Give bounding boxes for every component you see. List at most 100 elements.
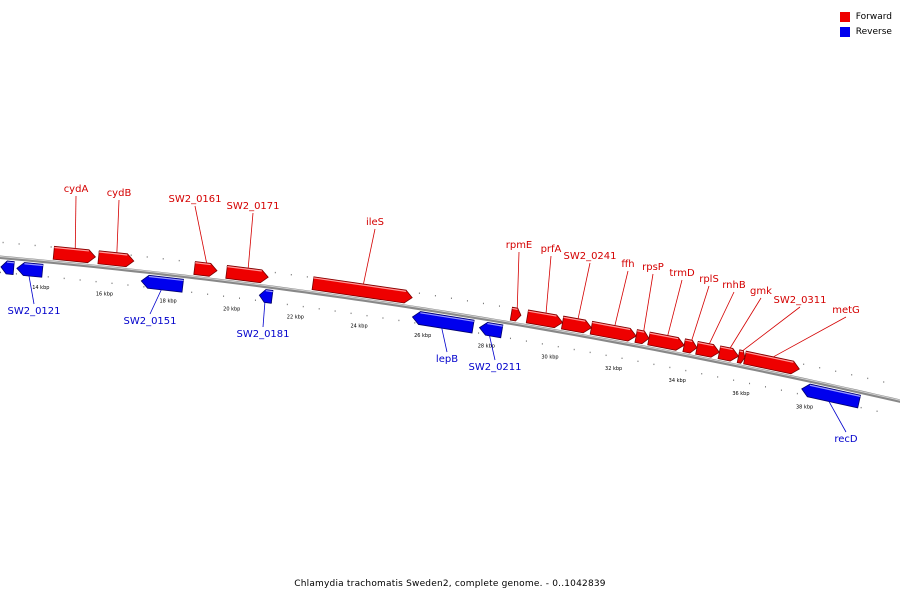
lower-tick — [366, 314, 368, 317]
gene-arrow-metG[interactable] — [743, 350, 800, 375]
gene-label-ileS[interactable]: ileS — [366, 217, 384, 228]
gene-arrow-prfA[interactable] — [525, 309, 564, 329]
legend-reverse: Reverse — [839, 24, 892, 39]
gene-arrow-lepB[interactable] — [411, 311, 475, 334]
gene-label-leader — [74, 195, 77, 249]
kbp-label: 20 kbp — [223, 306, 240, 312]
gene-label-leader — [441, 328, 448, 353]
lower-tick — [525, 340, 527, 342]
gene-arrow-cydA[interactable] — [52, 245, 96, 264]
gene-label-ffh[interactable]: ffh — [621, 259, 634, 270]
lower-tick — [207, 293, 209, 295]
gene-label-lepB[interactable]: lepB — [436, 354, 458, 365]
reverse-swatch — [839, 26, 850, 37]
upper-tick — [883, 381, 885, 383]
lower-tick — [605, 354, 607, 357]
kbp-label: 22 kbp — [287, 315, 304, 321]
lower-tick — [796, 392, 798, 395]
gene-arrow-ileS[interactable] — [311, 276, 413, 304]
lower-tick — [95, 280, 97, 283]
gene-label-prfA[interactable]: prfA — [541, 244, 562, 255]
gene-arrow-SW2_0311[interactable] — [736, 349, 746, 364]
lower-tick — [0, 271, 1, 274]
gene-label-leader — [828, 401, 847, 433]
gene-label-leader — [262, 302, 266, 328]
upper-tick — [2, 241, 4, 244]
kbp-label: 24 kbp — [350, 324, 367, 330]
kbp-label: 30 kbp — [541, 354, 558, 360]
gene-label-metG[interactable]: metG — [832, 305, 860, 316]
lower-tick — [876, 410, 878, 412]
lower-tick — [79, 279, 81, 281]
gene-label-leader — [709, 291, 735, 344]
lower-tick — [191, 291, 193, 294]
lower-tick — [557, 345, 559, 348]
lower-tick — [318, 308, 320, 310]
gene-arrow-SW2_0211[interactable] — [478, 321, 504, 339]
gene-arrow-SW2_0171[interactable] — [225, 264, 269, 284]
gene-label-leader — [742, 306, 801, 351]
lower-tick — [701, 373, 703, 375]
gene-label-leader — [545, 255, 552, 314]
lower-tick — [573, 348, 575, 351]
upper-tick — [482, 302, 484, 305]
map-caption: Chlamydia trachomatis Sweden2, complete … — [294, 579, 606, 589]
gene-label-rpsP[interactable]: rpsP — [642, 262, 664, 273]
lower-tick — [286, 303, 288, 306]
lower-tick — [541, 343, 543, 345]
gene-arrow-SW2_0181[interactable] — [258, 289, 274, 304]
gene-arrow-rnhB[interactable] — [695, 340, 720, 358]
upper-tick — [274, 271, 276, 274]
gene-label-SW2_0241[interactable]: SW2_0241 — [563, 251, 616, 262]
gene-label-SW2_0171[interactable]: SW2_0171 — [226, 201, 279, 212]
gene-label-leader — [667, 279, 683, 336]
lower-tick — [669, 366, 671, 369]
gene-label-trmD[interactable]: trmD — [669, 268, 695, 279]
gene-label-leader — [773, 316, 847, 358]
lower-tick — [717, 376, 719, 378]
gene-highlight — [697, 342, 714, 347]
gene-arrow-SW2_0121[interactable] — [16, 262, 44, 278]
gene-arrow-rpsP[interactable] — [634, 329, 650, 345]
gene-label-SW2_0311[interactable]: SW2_0311 — [773, 295, 826, 306]
gene-label-rnhB[interactable]: rnhB — [722, 280, 746, 291]
legend: Forward Reverse — [839, 9, 892, 39]
gene-arrow-trmD[interactable] — [647, 331, 685, 351]
gene-label-SW2_0211[interactable]: SW2_0211 — [468, 362, 521, 373]
gene-label-SW2_0121[interactable]: SW2_0121 — [7, 306, 60, 317]
gene-arrow-ffh[interactable] — [589, 320, 637, 342]
gene-label-leader — [643, 273, 654, 331]
gene-label-rplS[interactable]: rplS — [699, 274, 719, 285]
gene-label-leader — [149, 289, 162, 315]
gene-label-gmk[interactable]: gmk — [750, 286, 772, 297]
lower-tick — [414, 322, 416, 324]
gene-label-leader — [516, 251, 520, 309]
gene-label-leader — [577, 262, 591, 319]
gene-arrow-gmk[interactable] — [717, 345, 740, 362]
gene-arrow-recD[interactable] — [801, 383, 862, 409]
gene-arrow-rplS[interactable] — [682, 338, 698, 354]
genome-backbone-highlight — [0, 256, 900, 401]
gene-label-SW2_0181[interactable]: SW2_0181 — [236, 329, 289, 340]
gene-label-cydA[interactable]: cydA — [64, 184, 89, 195]
gene-arrow-unnamed[interactable] — [0, 260, 15, 275]
gene-arrow-SW2_0161[interactable] — [193, 261, 218, 277]
lower-tick — [685, 369, 687, 372]
gene-arrow-SW2_0241[interactable] — [560, 315, 592, 334]
gene-highlight — [195, 262, 211, 266]
gene-highlight — [528, 310, 557, 317]
kbp-label: 14 kbp — [32, 285, 49, 291]
gene-highlight — [637, 330, 645, 333]
gene-label-cydB[interactable]: cydB — [107, 188, 132, 199]
gene-label-SW2_0161[interactable]: SW2_0161 — [168, 194, 221, 205]
gene-label-recD[interactable]: recD — [834, 434, 858, 445]
lower-tick — [780, 389, 782, 391]
lower-tick — [621, 357, 623, 360]
gene-label-leader — [489, 335, 496, 361]
lower-tick — [350, 312, 352, 315]
gene-label-rpmE[interactable]: rpmE — [506, 240, 533, 251]
gene-highlight — [420, 312, 475, 322]
gene-arrow-rpmE[interactable] — [509, 306, 522, 322]
gene-label-SW2_0151[interactable]: SW2_0151 — [123, 316, 176, 327]
